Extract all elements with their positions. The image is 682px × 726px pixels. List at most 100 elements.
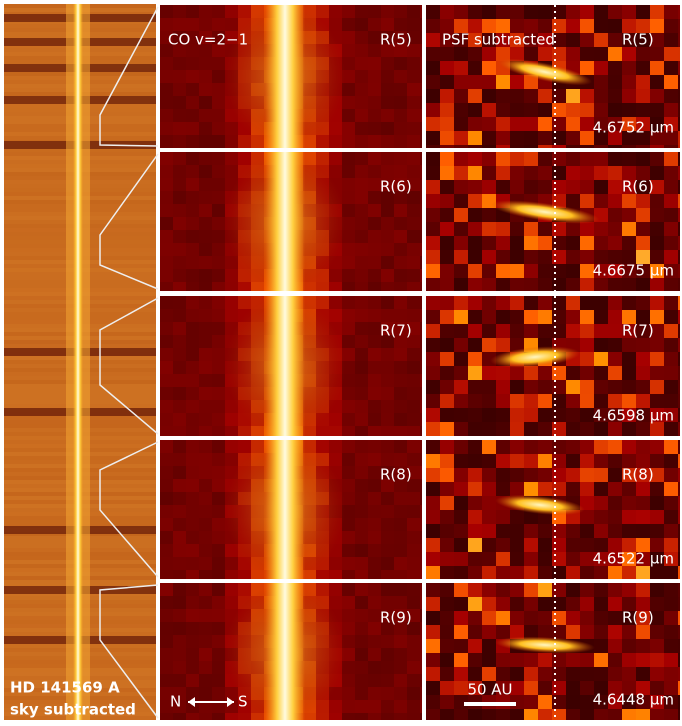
pixel bbox=[186, 387, 199, 400]
pixel bbox=[381, 282, 394, 291]
pixel bbox=[622, 380, 636, 394]
pixel bbox=[594, 639, 608, 653]
pixel bbox=[186, 622, 199, 635]
stellar-continuum bbox=[265, 5, 305, 148]
pixel bbox=[510, 583, 524, 597]
pixel bbox=[342, 256, 355, 269]
pixel bbox=[580, 352, 594, 366]
pixel bbox=[468, 61, 482, 75]
pixel bbox=[496, 667, 510, 681]
pixel bbox=[355, 648, 368, 661]
line-label: R(5) bbox=[380, 31, 412, 49]
pixel bbox=[468, 131, 482, 145]
pixel bbox=[368, 70, 381, 83]
pixel bbox=[482, 510, 496, 524]
pixel bbox=[329, 570, 342, 579]
pixel bbox=[407, 544, 420, 557]
pixel bbox=[440, 366, 454, 380]
pixel bbox=[664, 625, 678, 639]
pixel bbox=[440, 468, 454, 482]
pixel bbox=[440, 166, 454, 180]
pixel bbox=[636, 625, 650, 639]
pixel bbox=[173, 348, 186, 361]
page: {"left_panel": {"labels": ["HD 141569 A"… bbox=[0, 0, 682, 722]
pixel bbox=[454, 625, 468, 639]
pixel bbox=[407, 583, 420, 596]
continuum bbox=[73, 4, 83, 720]
pixel bbox=[368, 596, 381, 609]
pixel bbox=[381, 57, 394, 70]
pixel bbox=[580, 236, 594, 250]
pixel bbox=[524, 538, 538, 552]
pixel bbox=[212, 648, 225, 661]
pixel bbox=[510, 278, 524, 291]
pixel bbox=[394, 256, 407, 269]
pixel bbox=[186, 544, 199, 557]
pixel bbox=[510, 454, 524, 468]
pixel bbox=[636, 639, 650, 653]
pixel bbox=[160, 83, 173, 96]
pixel bbox=[622, 5, 636, 19]
pixel bbox=[355, 570, 368, 579]
pixel bbox=[173, 322, 186, 335]
figure: CO v=2−1 PSF subtracted HD 141569 A sky … bbox=[0, 0, 682, 722]
pixel bbox=[496, 583, 510, 597]
pixel bbox=[316, 135, 329, 148]
pixel bbox=[420, 583, 422, 596]
pixel bbox=[566, 394, 580, 408]
pixel bbox=[420, 544, 422, 557]
pixel bbox=[186, 661, 199, 674]
pixel bbox=[524, 566, 538, 579]
pixel bbox=[394, 122, 407, 135]
pixel bbox=[566, 278, 580, 291]
pixel bbox=[594, 278, 608, 291]
pixel bbox=[173, 152, 186, 165]
pixel bbox=[394, 96, 407, 109]
pixel bbox=[342, 622, 355, 635]
pixel bbox=[160, 479, 173, 492]
pixel bbox=[678, 625, 680, 639]
pixel bbox=[212, 505, 225, 518]
pixel bbox=[664, 566, 678, 579]
pixel bbox=[355, 109, 368, 122]
pixel bbox=[186, 400, 199, 413]
pixel bbox=[678, 583, 680, 597]
pixel bbox=[440, 639, 454, 653]
pixel bbox=[608, 510, 622, 524]
pixel bbox=[186, 109, 199, 122]
pixel bbox=[407, 70, 420, 83]
pixel bbox=[510, 653, 524, 667]
pixel bbox=[160, 400, 173, 413]
line-label: R(6) bbox=[622, 178, 654, 196]
pixel bbox=[482, 639, 496, 653]
pixel bbox=[394, 687, 407, 700]
pixel bbox=[368, 282, 381, 291]
pixel bbox=[186, 309, 199, 322]
pixel bbox=[329, 413, 342, 426]
pixel bbox=[368, 243, 381, 256]
pixel bbox=[381, 109, 394, 122]
pixel bbox=[510, 566, 524, 579]
pixel bbox=[212, 230, 225, 243]
pixel bbox=[342, 466, 355, 479]
pixel bbox=[420, 713, 422, 720]
pixel bbox=[199, 361, 212, 374]
pixel bbox=[342, 531, 355, 544]
pixel bbox=[454, 380, 468, 394]
pixel bbox=[678, 352, 680, 366]
pixel bbox=[468, 552, 482, 566]
pixel bbox=[678, 681, 680, 695]
pixel bbox=[510, 5, 524, 19]
pixel bbox=[468, 324, 482, 338]
pixel bbox=[420, 674, 422, 687]
pixel bbox=[394, 544, 407, 557]
pixel bbox=[482, 278, 496, 291]
pixel bbox=[538, 667, 552, 681]
pixel bbox=[420, 440, 422, 453]
pixel bbox=[454, 408, 468, 422]
pixel bbox=[212, 361, 225, 374]
pixel bbox=[524, 380, 538, 394]
pixel bbox=[212, 413, 225, 426]
pixel bbox=[440, 482, 454, 496]
pixel bbox=[468, 117, 482, 131]
